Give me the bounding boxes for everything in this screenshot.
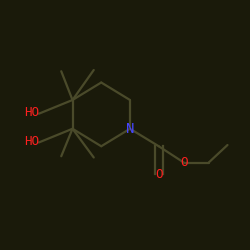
Text: O: O xyxy=(180,156,188,170)
Text: O: O xyxy=(155,168,162,181)
Text: HO: HO xyxy=(24,135,39,148)
Text: N: N xyxy=(126,122,134,136)
Text: HO: HO xyxy=(24,106,39,120)
